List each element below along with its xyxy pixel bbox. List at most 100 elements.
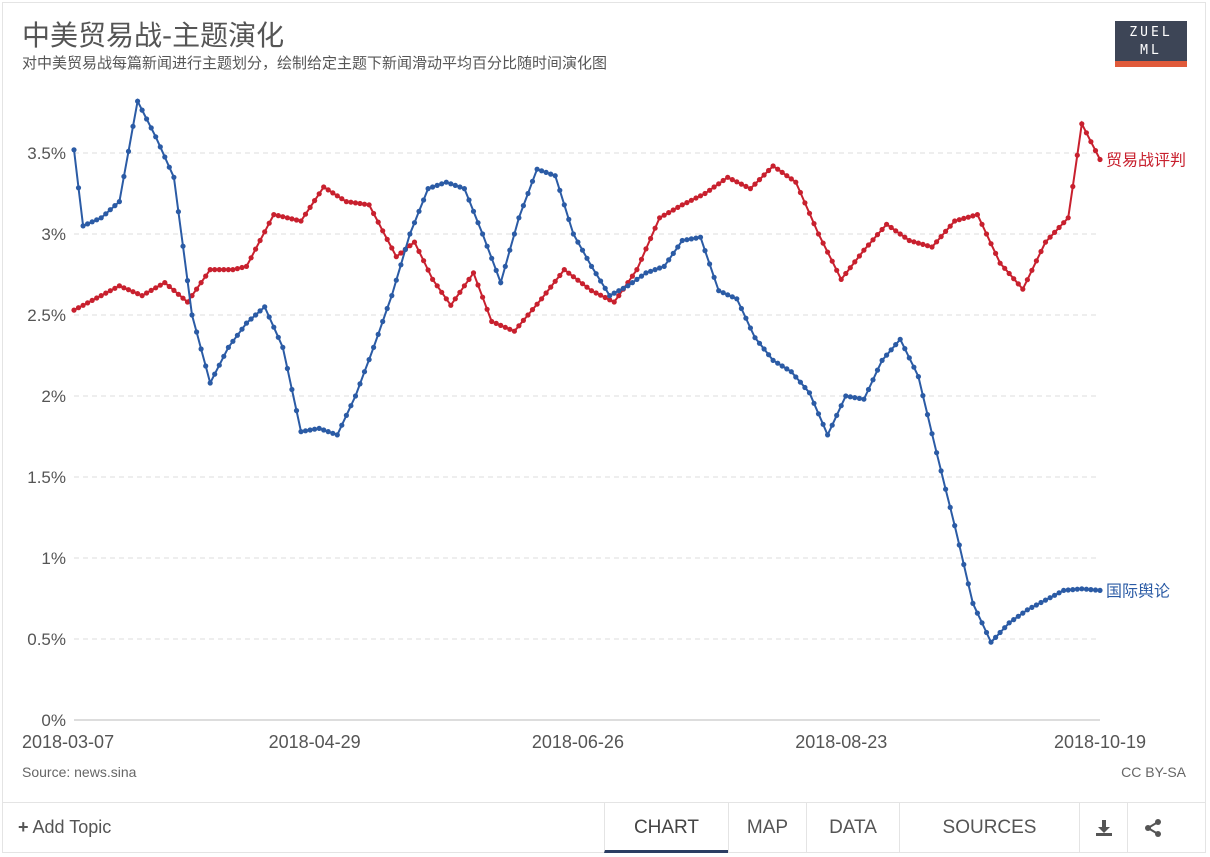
data-point: [897, 336, 903, 342]
data-point: [461, 283, 467, 289]
data-point: [1097, 156, 1103, 163]
license-note: CC BY-SA: [1121, 764, 1186, 780]
control-bar: + Add Topic CHART MAP DATA SOURCES: [2, 802, 1206, 853]
tab-data[interactable]: DATA: [806, 803, 899, 853]
data-point: [302, 428, 309, 434]
data-point: [398, 262, 404, 268]
add-topic-button[interactable]: + Add Topic: [18, 817, 111, 838]
data-point: [457, 184, 463, 190]
data-point: [248, 255, 254, 261]
data-point: [330, 430, 336, 436]
data-point: [280, 214, 286, 220]
data-point: [616, 288, 622, 294]
data-point: [316, 425, 322, 431]
data-point: [416, 248, 422, 254]
data-point: [171, 287, 177, 293]
data-point: [393, 277, 399, 283]
data-point: [130, 289, 136, 295]
data-point: [452, 296, 458, 302]
x-tick-label: 2018-06-26: [532, 732, 624, 752]
data-point: [552, 278, 558, 284]
data-point: [688, 236, 695, 242]
data-point: [1006, 620, 1012, 626]
data-point: [225, 344, 231, 350]
data-point: [929, 244, 935, 250]
data-point: [897, 231, 903, 237]
data-point: [352, 393, 359, 399]
data-point: [902, 234, 908, 240]
tab-sources[interactable]: SOURCES: [899, 803, 1079, 853]
data-point: [407, 243, 413, 249]
data-point: [1065, 587, 1071, 593]
data-point: [979, 221, 985, 227]
tab-chart[interactable]: CHART: [604, 803, 728, 853]
logo-text-line1: ZUEL: [1129, 25, 1173, 40]
data-point: [198, 280, 204, 286]
data-point: [520, 317, 527, 323]
data-point: [466, 197, 472, 203]
data-point: [974, 610, 981, 616]
data-point: [511, 328, 517, 334]
y-tick-label: 2%: [41, 387, 66, 406]
data-point: [997, 260, 1003, 266]
data-point: [280, 344, 286, 350]
data-point: [257, 308, 263, 314]
data-point: [602, 285, 608, 291]
data-point: [157, 144, 163, 150]
data-point: [529, 307, 536, 313]
data-point: [443, 179, 449, 185]
data-point: [339, 422, 345, 428]
data-point: [856, 253, 863, 259]
data-point: [194, 329, 200, 335]
data-point: [675, 204, 681, 210]
data-point: [430, 184, 436, 190]
data-point: [743, 315, 749, 321]
data-point: [398, 250, 404, 256]
data-point: [607, 297, 613, 303]
data-point: [884, 221, 890, 227]
data-point: [648, 268, 654, 274]
download-button[interactable]: [1079, 803, 1127, 853]
data-point: [1020, 286, 1026, 292]
data-point: [657, 265, 663, 271]
data-point: [557, 187, 563, 193]
share-button[interactable]: [1127, 803, 1178, 853]
data-point: [262, 304, 268, 310]
data-point: [284, 215, 290, 221]
data-point: [802, 384, 808, 391]
data-point: [1097, 587, 1103, 593]
data-point: [389, 293, 395, 299]
data-point: [1065, 215, 1071, 221]
data-point: [457, 289, 463, 295]
tab-map[interactable]: MAP: [728, 803, 806, 853]
data-point: [570, 274, 577, 280]
data-point: [797, 189, 804, 196]
data-point: [175, 209, 181, 215]
data-point: [947, 504, 953, 510]
data-point: [793, 374, 799, 380]
data-point: [652, 225, 658, 231]
data-point: [825, 432, 831, 438]
plus-icon: +: [18, 817, 29, 837]
data-point: [243, 263, 250, 269]
data-point: [970, 600, 976, 607]
data-point: [230, 267, 236, 273]
data-point: [806, 390, 813, 396]
data-point: [71, 147, 77, 153]
data-point: [648, 235, 654, 242]
data-point: [502, 263, 508, 269]
data-point: [915, 240, 922, 246]
data-point: [475, 220, 481, 226]
data-point: [439, 181, 445, 187]
data-point: [793, 179, 799, 185]
data-point: [1061, 587, 1067, 593]
data-point: [189, 312, 195, 318]
data-point: [707, 261, 713, 267]
data-point: [1042, 239, 1049, 245]
data-point: [1074, 586, 1080, 592]
data-point: [1033, 258, 1039, 264]
data-point: [620, 285, 626, 291]
data-point: [961, 215, 967, 221]
data-point: [611, 299, 617, 305]
data-point: [734, 179, 740, 185]
